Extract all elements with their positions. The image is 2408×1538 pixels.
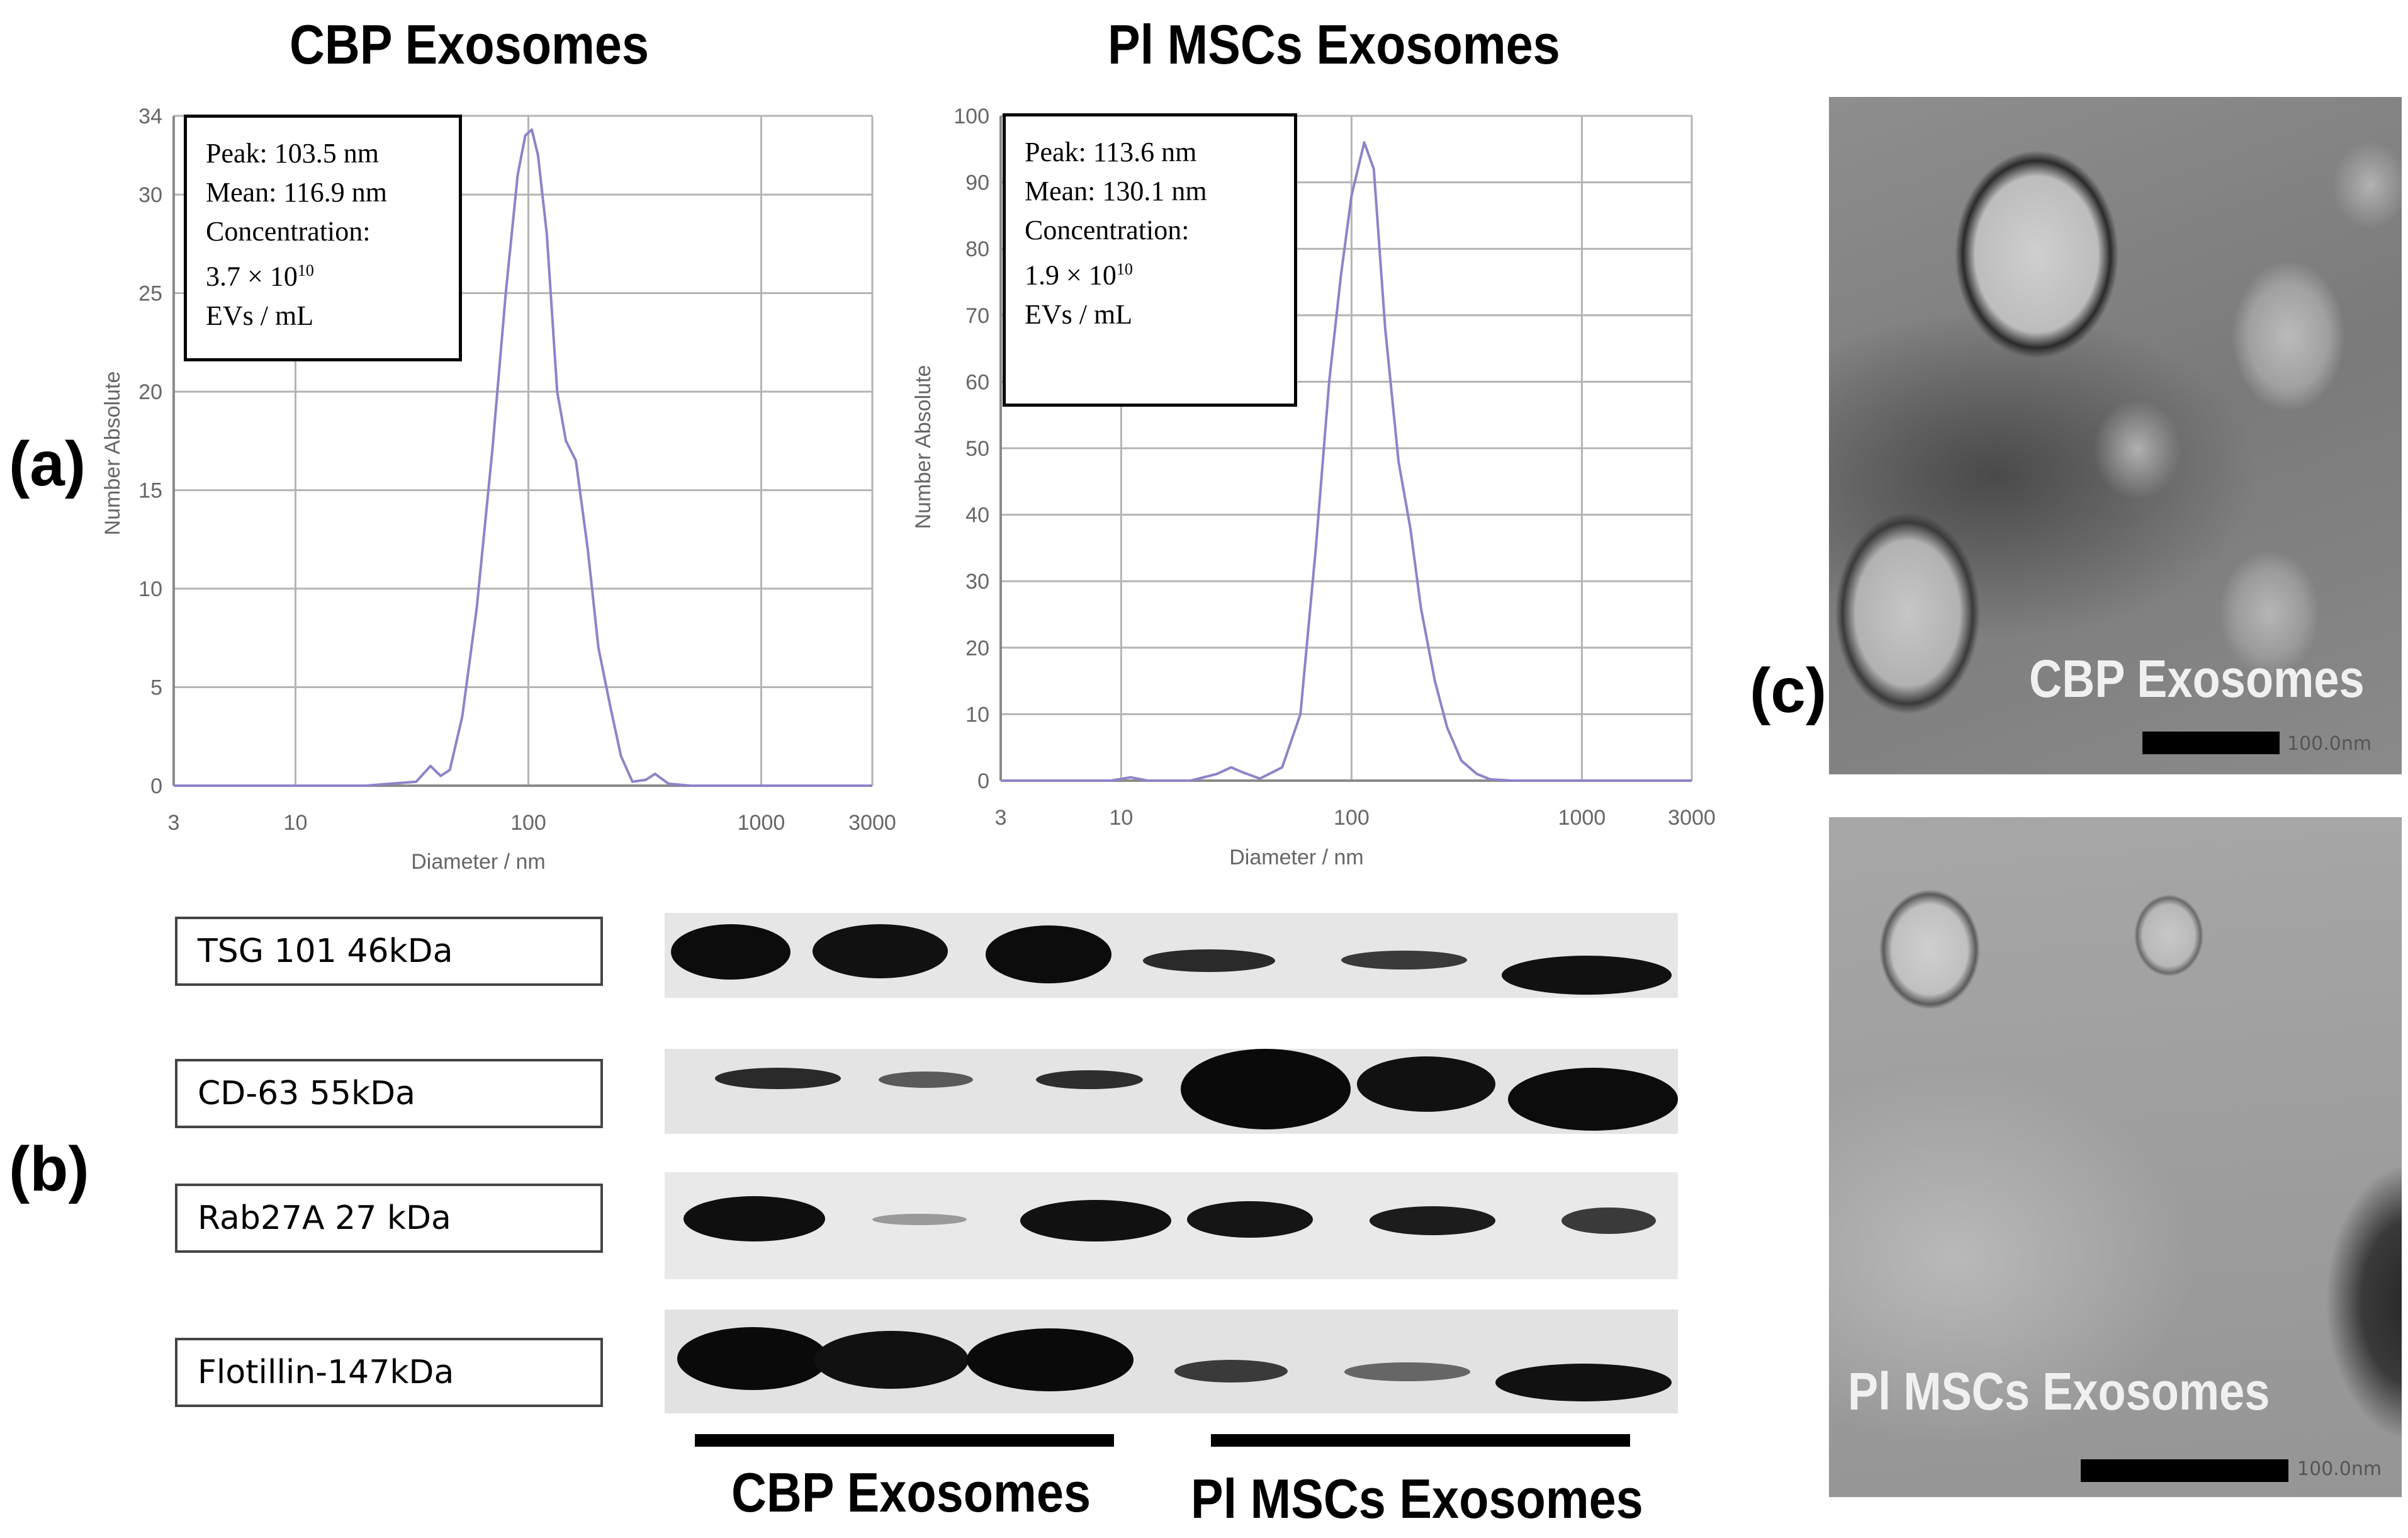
chart-2-x-tick-label: 1000	[1558, 806, 1606, 830]
chart-1-y-axis-label: Number Absolute	[101, 371, 125, 536]
tem-label-pl-mscs: Pl MSCs Exosomes	[1848, 1362, 2270, 1421]
chart-2-info-box: Peak: 113.6 nm Mean: 130.1 nm Concentrat…	[1003, 113, 1297, 407]
panel-c-letter: (c)	[1750, 655, 1827, 726]
chart-1-concentration-exponent: 10	[297, 261, 314, 280]
group-label-cbp: CBP Exosomes	[731, 1461, 1091, 1524]
panel-b-letter: (b)	[9, 1134, 89, 1204]
tem-image-cbp: CBP Exosomes 100.0nm	[1829, 97, 2402, 774]
chart-2-y-tick-label: 80	[965, 237, 989, 261]
chart-1-x-tick-label: 10	[284, 811, 308, 835]
chart-1-y-tick-label: 15	[138, 479, 162, 503]
chart-2-unit: EVs / mL	[1025, 298, 1133, 330]
chart-2-x-tick-label: 10	[1109, 806, 1133, 830]
chart-1-x-axis-label: Diameter / nm	[411, 850, 546, 874]
chart-1-info-box: Peak: 103.5 nm Mean: 116.9 nm Concentrat…	[184, 115, 462, 361]
tem-scalebar-cbp	[2142, 732, 2280, 754]
tem-scale-text-pl-mscs: 100.0nm	[2297, 1458, 2382, 1480]
blot-rab27a	[665, 1172, 1678, 1279]
blot-tsg101	[665, 913, 1678, 998]
chart-1-y-tick-label: 34	[138, 105, 162, 128]
chart-1-y-tick-label: 25	[138, 282, 162, 306]
chart-2-y-tick-label: 50	[965, 437, 989, 461]
chart-1-y-tick-label: 5	[150, 676, 162, 700]
chart-2-y-tick-label: 100	[954, 105, 989, 128]
chart-2-y-tick-label: 60	[965, 370, 989, 394]
tem-scalebar-pl-mscs	[2081, 1459, 2288, 1482]
chart-2-y-tick-label: 10	[965, 703, 989, 727]
chart-1-y-tick-label: 0	[150, 774, 162, 798]
chart-1-mean: Mean: 116.9 nm	[206, 177, 387, 208]
chart-1-x-tick-label: 3000	[848, 811, 896, 835]
chart-2-y-tick-label: 30	[965, 570, 989, 594]
blot-cd63	[665, 1049, 1678, 1134]
chart-2-peak: Peak: 113.6 nm	[1025, 137, 1197, 167]
panel-a-letter: (a)	[9, 429, 86, 499]
wb-label-cd63: CD-63 55kDa	[175, 1059, 603, 1128]
tem-image-pl-mscs: Pl MSCs Exosomes 100.0nm	[1829, 817, 2402, 1497]
group-bar-cbp	[695, 1434, 1114, 1447]
chart-2-x-tick-label: 100	[1334, 806, 1370, 830]
chart-2-y-axis-label: Number Absolute	[911, 365, 935, 529]
chart-2-y-tick-label: 70	[965, 304, 989, 328]
chart-1-y-tick-label: 10	[138, 577, 162, 601]
wb-label-rab27a: Rab27A 27 kDa	[175, 1184, 603, 1253]
wb-label-tsg101: TSG 101 46kDa	[175, 917, 603, 986]
group-label-pl-mscs: Pl MSCs Exosomes	[1191, 1467, 1643, 1530]
chart-2-concentration-label: Concentration:	[1025, 215, 1190, 246]
chart-1-title: CBP Exosomes	[290, 13, 650, 76]
chart-2-title: Pl MSCs Exosomes	[1108, 13, 1560, 76]
chart-2-x-tick-label: 3000	[1668, 806, 1716, 830]
chart-2-y-tick-label: 40	[965, 504, 989, 528]
chart-2-mean: Mean: 130.1 nm	[1025, 176, 1207, 206]
chart-1-y-tick-label: 20	[138, 380, 162, 404]
chart-1-peak: Peak: 103.5 nm	[206, 138, 379, 169]
chart-2-x-tick-label: 3	[995, 806, 1007, 830]
chart-1-x-tick-label: 1000	[738, 811, 785, 835]
chart-1-x-tick-label: 100	[510, 811, 546, 835]
chart-2-y-tick-label: 0	[977, 769, 989, 793]
chart-1-concentration-value: 3.7 × 10	[206, 261, 298, 292]
chart-2-x-axis-label: Diameter / nm	[1229, 845, 1364, 869]
chart-1-concentration-label: Concentration:	[206, 216, 371, 247]
group-bar-pl-mscs	[1211, 1434, 1630, 1447]
tem-scale-text-cbp: 100.0nm	[2287, 733, 2372, 755]
tem-label-cbp: CBP Exosomes	[2029, 649, 2365, 708]
chart-1-x-tick-label: 3	[168, 811, 180, 835]
chart-1-y-tick-label: 30	[138, 183, 162, 207]
wb-label-flotillin: Flotillin-147kDa	[175, 1338, 603, 1407]
chart-2-y-tick-label: 20	[965, 636, 989, 660]
blot-flotillin	[665, 1309, 1678, 1413]
chart-2-concentration-exponent: 10	[1116, 260, 1133, 278]
chart-2-concentration-value: 1.9 × 10	[1025, 259, 1117, 291]
chart-1-unit: EVs / mL	[206, 300, 314, 331]
chart-2-y-tick-label: 90	[965, 171, 989, 195]
